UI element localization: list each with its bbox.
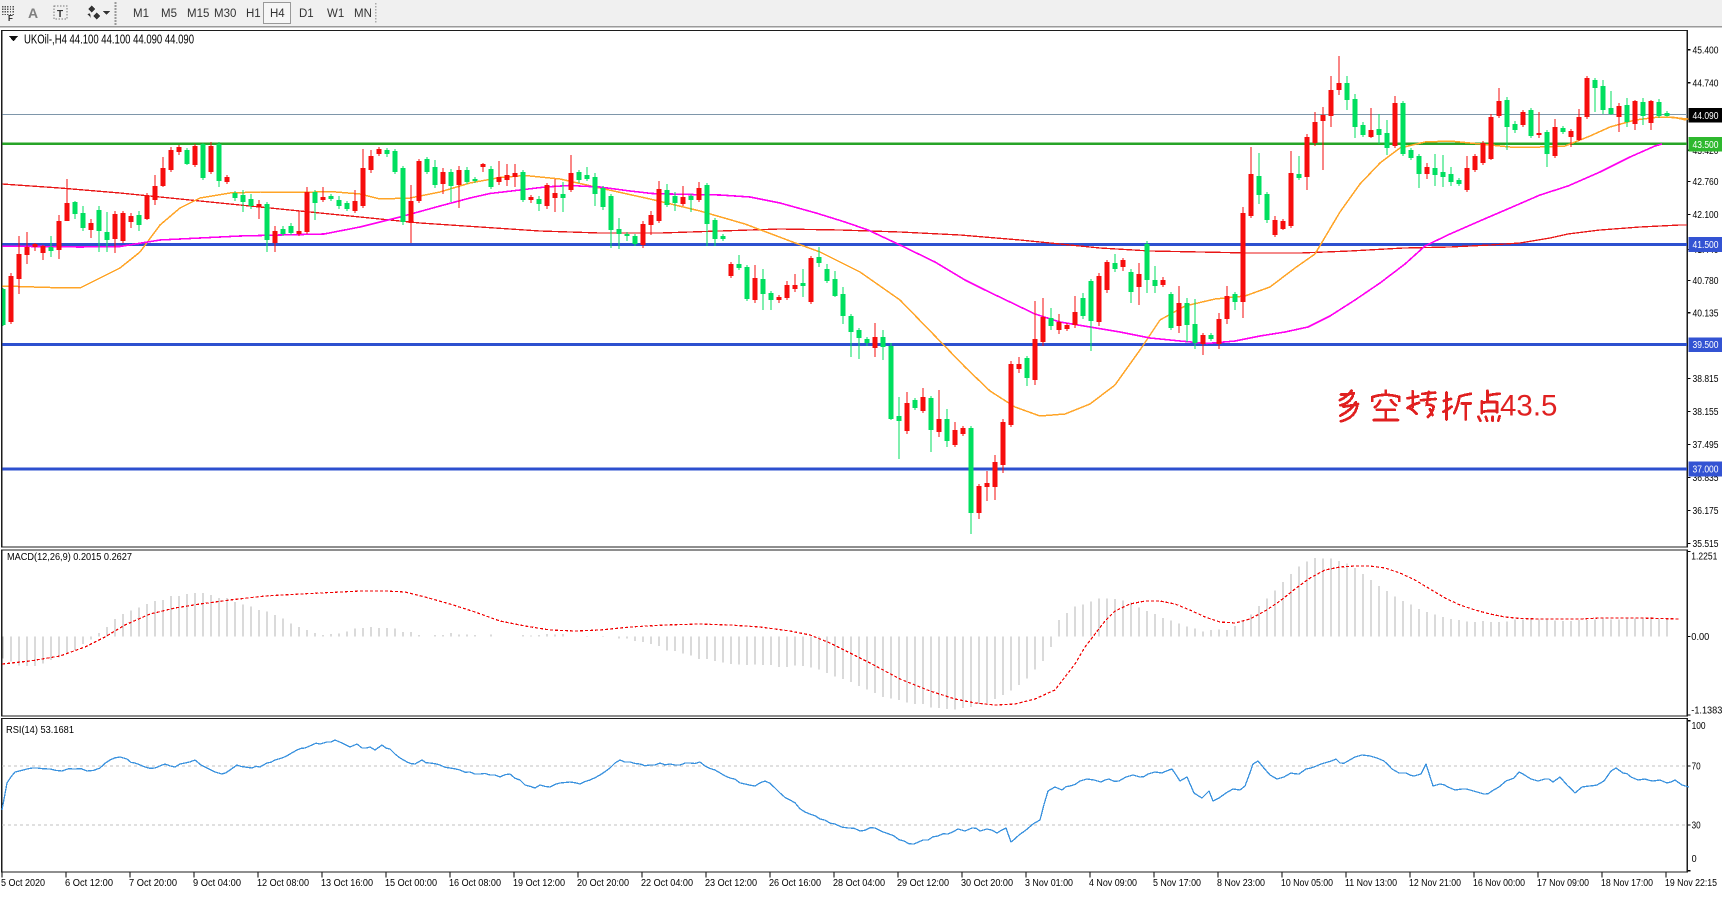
svg-text:8 Nov 23:00: 8 Nov 23:00 [1217, 878, 1265, 889]
svg-text:M15: M15 [187, 8, 209, 20]
svg-text:MN: MN [354, 8, 372, 20]
svg-text:T: T [57, 9, 63, 20]
svg-text:11 Nov 13:00: 11 Nov 13:00 [1345, 878, 1397, 889]
svg-text:30: 30 [1692, 821, 1701, 832]
svg-text:D1: D1 [299, 8, 314, 20]
svg-text:M30: M30 [214, 8, 236, 20]
svg-text:12 Nov 21:00: 12 Nov 21:00 [1409, 878, 1461, 889]
svg-text:26 Oct 16:00: 26 Oct 16:00 [769, 878, 821, 889]
svg-text:40.135: 40.135 [1693, 308, 1719, 319]
svg-text:0: 0 [1692, 854, 1697, 865]
svg-text:35.515: 35.515 [1693, 539, 1719, 550]
svg-text:28 Oct 04:00: 28 Oct 04:00 [833, 878, 885, 889]
svg-text:M5: M5 [161, 8, 177, 20]
svg-text:4 Nov 09:00: 4 Nov 09:00 [1089, 878, 1137, 889]
svg-text:44.090: 44.090 [1693, 111, 1719, 122]
svg-text:RSI(14) 53.1681: RSI(14) 53.1681 [6, 725, 74, 736]
svg-text:70: 70 [1692, 762, 1701, 773]
svg-text:MACD(12,26,9) 0.2015 0.2627: MACD(12,26,9) 0.2015 0.2627 [7, 552, 132, 563]
svg-text:15 Oct 00:00: 15 Oct 00:00 [385, 878, 437, 889]
svg-text:42.760: 42.760 [1693, 177, 1719, 188]
svg-text:45.400: 45.400 [1693, 45, 1719, 56]
svg-text:19 Nov 22:15: 19 Nov 22:15 [1665, 878, 1717, 889]
svg-text:9 Oct 04:00: 9 Oct 04:00 [193, 878, 241, 889]
svg-text:-1.1383: -1.1383 [1691, 706, 1722, 717]
svg-text:37.495: 37.495 [1693, 440, 1719, 451]
svg-text:6 Oct 12:00: 6 Oct 12:00 [65, 878, 113, 889]
svg-text:23 Oct 12:00: 23 Oct 12:00 [705, 878, 757, 889]
svg-text:W1: W1 [327, 8, 344, 20]
svg-text:A: A [28, 5, 38, 21]
svg-text:18 Nov 17:00: 18 Nov 17:00 [1601, 878, 1653, 889]
svg-text:43.5: 43.5 [1500, 390, 1557, 423]
svg-text:40.780: 40.780 [1693, 276, 1719, 287]
svg-text:19 Oct 12:00: 19 Oct 12:00 [513, 878, 565, 889]
svg-text:41.500: 41.500 [1693, 240, 1719, 251]
svg-text:13 Oct 16:00: 13 Oct 16:00 [321, 878, 373, 889]
svg-text:100: 100 [1692, 721, 1706, 732]
svg-text:17 Nov 09:00: 17 Nov 09:00 [1537, 878, 1589, 889]
svg-text:36.175: 36.175 [1693, 506, 1719, 517]
svg-text:30 Oct 20:00: 30 Oct 20:00 [961, 878, 1013, 889]
svg-text:43.500: 43.500 [1693, 140, 1719, 151]
svg-text:12 Oct 08:00: 12 Oct 08:00 [257, 878, 309, 889]
svg-text:1.2251: 1.2251 [1691, 552, 1717, 563]
svg-text:5 Oct 2020: 5 Oct 2020 [1, 878, 45, 889]
svg-text:29 Oct 12:00: 29 Oct 12:00 [897, 878, 949, 889]
svg-text:7 Oct 20:00: 7 Oct 20:00 [129, 878, 177, 889]
svg-text:44.740: 44.740 [1693, 78, 1719, 89]
svg-text:F: F [8, 14, 13, 23]
svg-text:UKOil-,H4 44.100 44.100 44.09: UKOil-,H4 44.100 44.100 44.090 44.090 [24, 32, 194, 47]
svg-text:20 Oct 20:00: 20 Oct 20:00 [577, 878, 629, 889]
svg-text:42.100: 42.100 [1693, 210, 1719, 221]
svg-text:38.155: 38.155 [1693, 407, 1719, 418]
svg-text:39.500: 39.500 [1693, 340, 1719, 351]
svg-text:37.000: 37.000 [1693, 465, 1719, 476]
svg-text:16 Nov 00:00: 16 Nov 00:00 [1473, 878, 1525, 889]
svg-text:3 Nov 01:00: 3 Nov 01:00 [1025, 878, 1073, 889]
svg-text:10 Nov 05:00: 10 Nov 05:00 [1281, 878, 1333, 889]
svg-text:H4: H4 [270, 8, 285, 20]
svg-text:0.00: 0.00 [1691, 632, 1709, 643]
svg-text:38.815: 38.815 [1693, 374, 1719, 385]
svg-text:5 Nov 17:00: 5 Nov 17:00 [1153, 878, 1201, 889]
svg-text:22 Oct 04:00: 22 Oct 04:00 [641, 878, 693, 889]
svg-text:M1: M1 [133, 8, 149, 20]
svg-text:36.835: 36.835 [1693, 473, 1719, 484]
svg-text:16 Oct 08:00: 16 Oct 08:00 [449, 878, 501, 889]
svg-text:H1: H1 [246, 8, 261, 20]
